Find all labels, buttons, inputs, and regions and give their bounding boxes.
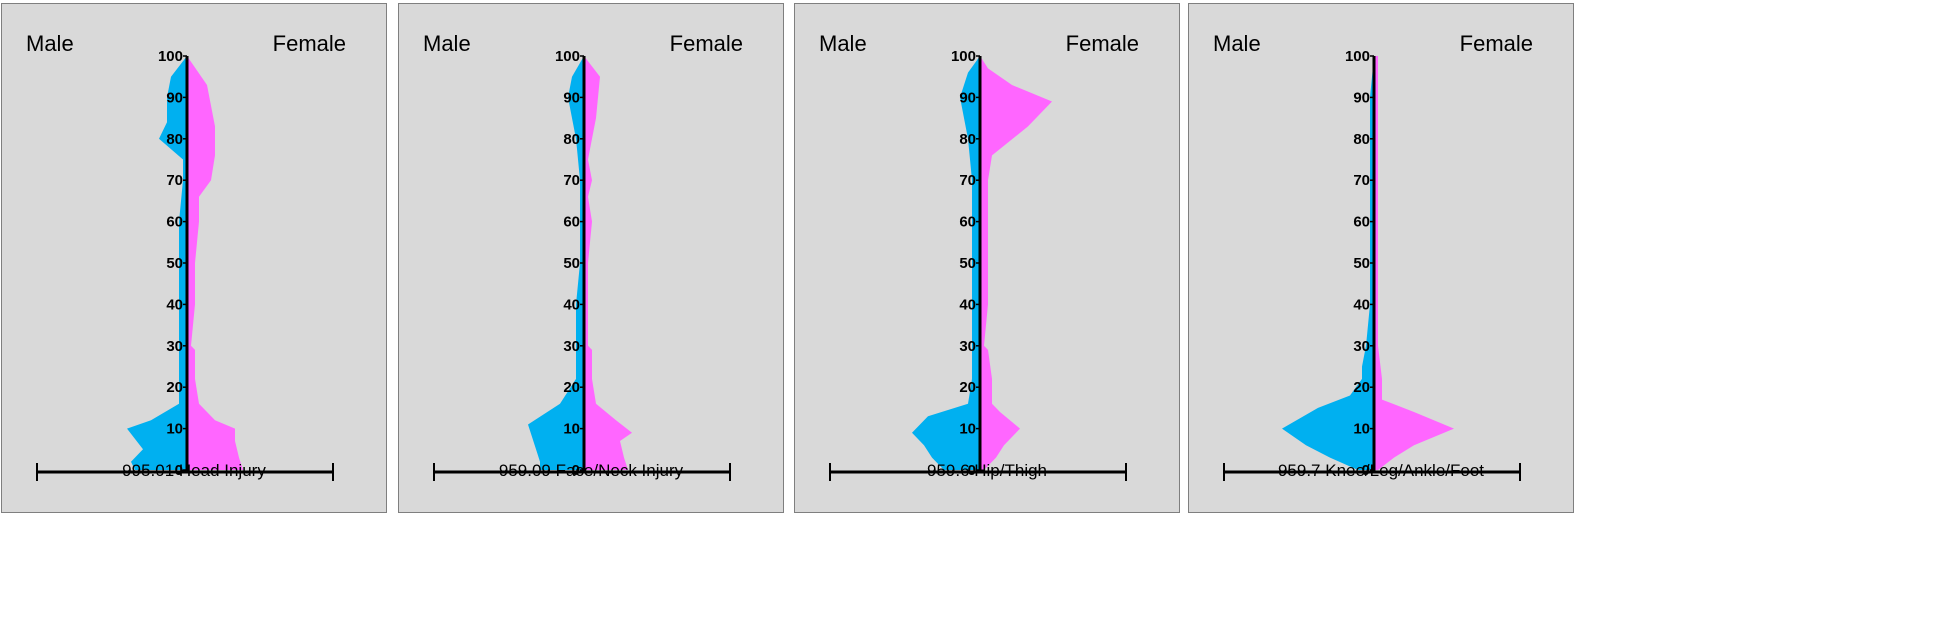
y-tick-label: 90: [959, 89, 976, 106]
panel-title: 959.6 Hip/Thigh: [926, 461, 1048, 480]
y-tick-label: 40: [166, 296, 183, 313]
female-label: Female: [1459, 31, 1533, 56]
pyramid-chart: 0102030405060708090100: [433, 48, 731, 481]
y-tick-label: 90: [166, 89, 183, 106]
y-tick-label: 70: [1353, 172, 1370, 189]
female-label: Female: [1065, 31, 1139, 56]
pyramid-chart: 0102030405060708090100: [36, 48, 334, 481]
male-label: Male: [1213, 31, 1261, 56]
female-area-series: [1374, 56, 1454, 470]
pyramid-panel-knee-leg: Male Female 0102030405060708090100 959.7…: [1188, 3, 1574, 513]
pyramid-panel-face-neck: Male Female 0102030405060708090100 959.0…: [398, 3, 784, 513]
pyramid-panel-hip-thigh: Male Female 0102030405060708090100 959.6…: [794, 3, 1180, 513]
y-tick-label: 10: [563, 421, 580, 438]
male-area-series: [127, 56, 187, 470]
y-tick-label: 30: [959, 338, 976, 355]
panel-title: 959.09 Face/Neck Injury: [498, 461, 684, 480]
y-tick-label: 20: [563, 379, 580, 396]
y-tick-label: 10: [166, 421, 183, 438]
y-tick-label: 20: [959, 379, 976, 396]
male-label: Male: [423, 31, 471, 56]
y-tick-label: 30: [166, 338, 183, 355]
y-tick-label: 80: [563, 131, 580, 148]
male-area-series: [912, 56, 980, 470]
y-tick-label: 100: [158, 48, 183, 65]
y-tick-label: 60: [563, 214, 580, 231]
y-tick-label: 60: [166, 214, 183, 231]
y-tick-label: 40: [959, 296, 976, 313]
y-tick-label: 50: [959, 255, 976, 272]
y-tick-label: 100: [951, 48, 976, 65]
y-tick-label: 20: [1353, 379, 1370, 396]
y-tick-label: 50: [1353, 255, 1370, 272]
pyramid-chart: 0102030405060708090100: [829, 48, 1127, 481]
y-tick-label: 80: [959, 131, 976, 148]
female-area-series: [980, 56, 1052, 470]
female-area-series: [584, 56, 632, 470]
y-tick-label: 80: [166, 131, 183, 148]
female-area-series: [187, 56, 243, 470]
y-tick-label: 70: [959, 172, 976, 189]
y-tick-label: 40: [1353, 296, 1370, 313]
y-tick-label: 70: [166, 172, 183, 189]
y-tick-label: 80: [1353, 131, 1370, 148]
male-label: Male: [819, 31, 867, 56]
y-tick-label: 60: [1353, 214, 1370, 231]
male-area-series: [1282, 56, 1374, 470]
y-tick-label: 30: [563, 338, 580, 355]
panel-title: 959.7 Knee/Leg/Ankle/Foot: [1277, 461, 1485, 480]
y-tick-label: 10: [1353, 421, 1370, 438]
panel-title: 995.01 Head Injury: [122, 461, 266, 480]
y-tick-label: 100: [555, 48, 580, 65]
female-label: Female: [669, 31, 743, 56]
y-tick-label: 30: [1353, 338, 1370, 355]
pyramid-chart: 0102030405060708090100: [1223, 48, 1521, 481]
female-label: Female: [272, 31, 346, 56]
male-area-series: [528, 56, 584, 470]
y-tick-label: 100: [1345, 48, 1370, 65]
y-tick-label: 10: [959, 421, 976, 438]
male-label: Male: [26, 31, 74, 56]
y-tick-label: 60: [959, 214, 976, 231]
y-tick-label: 50: [563, 255, 580, 272]
y-tick-label: 50: [166, 255, 183, 272]
y-tick-label: 20: [166, 379, 183, 396]
y-tick-label: 90: [563, 89, 580, 106]
y-tick-label: 90: [1353, 89, 1370, 106]
pyramid-panel-head-injury: Male Female 0102030405060708090100 995.0…: [1, 3, 387, 513]
y-tick-label: 70: [563, 172, 580, 189]
y-tick-label: 40: [563, 296, 580, 313]
